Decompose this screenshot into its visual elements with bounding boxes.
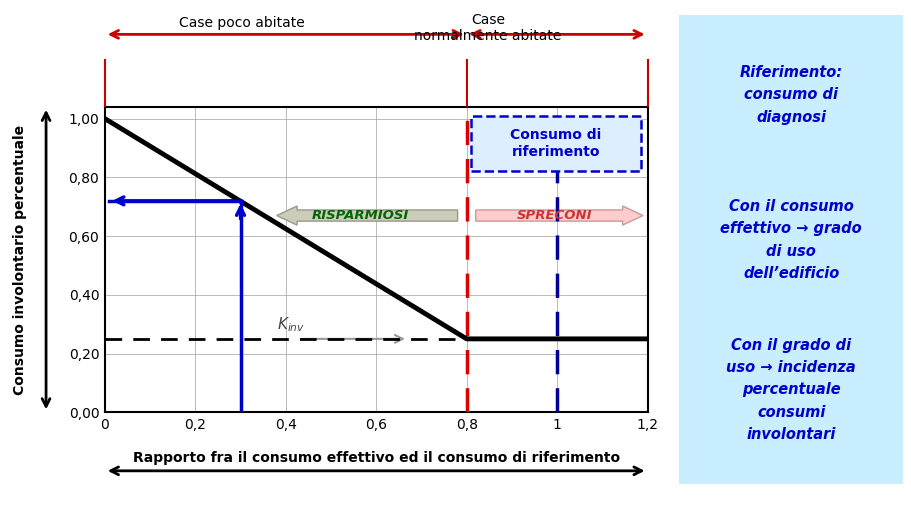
Text: Case
normalmente abitate: Case normalmente abitate [414,13,561,43]
Text: Con il consumo
effettivo → grado
di uso
dell’edificio: Con il consumo effettivo → grado di uso … [720,199,861,281]
Text: RISPARMIOSI: RISPARMIOSI [312,209,408,222]
FancyBboxPatch shape [471,116,640,172]
Text: Consumo involontario percentuale: Consumo involontario percentuale [13,125,27,394]
Text: Case poco abitate: Case poco abitate [179,16,304,30]
Text: SPRECONI: SPRECONI [517,209,592,222]
Text: Consumo di
riferimento: Consumo di riferimento [510,128,601,159]
Text: Riferimento:
consumo di
diagnosi: Riferimento: consumo di diagnosi [739,65,842,125]
Text: $\mathit{K}_{inv}$: $\mathit{K}_{inv}$ [276,316,304,334]
FancyArrow shape [476,206,642,225]
Text: Rapporto fra il consumo effettivo ed il consumo di riferimento: Rapporto fra il consumo effettivo ed il … [132,451,619,465]
Text: Con il grado di
uso → incidenza
percentuale
consumi
involontari: Con il grado di uso → incidenza percentu… [725,338,855,442]
FancyBboxPatch shape [674,1,906,498]
FancyArrow shape [276,206,457,225]
